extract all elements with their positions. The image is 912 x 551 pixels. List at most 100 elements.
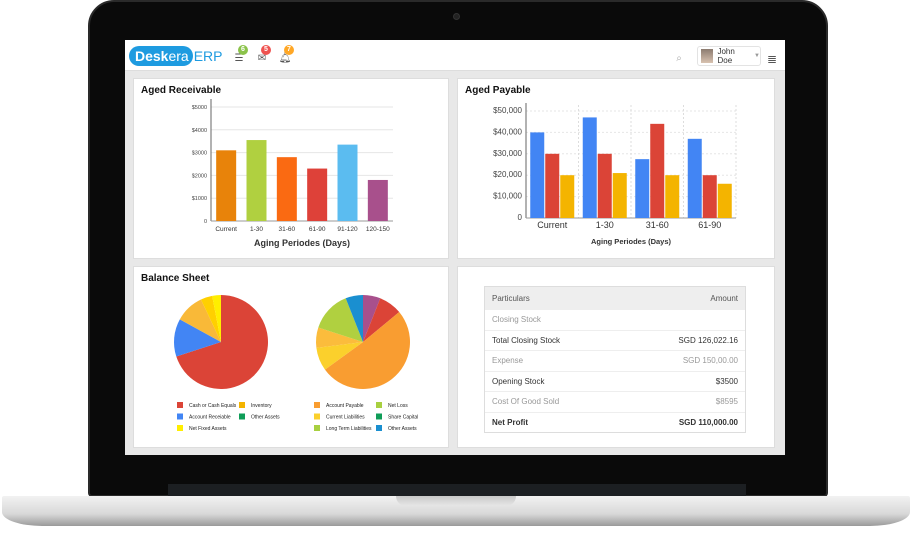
- y-tick-label: $30,000: [493, 149, 522, 158]
- table-row: Total Closing Stock SGD 126,022.16: [485, 329, 745, 351]
- x-tick-label: 31-60: [279, 226, 296, 233]
- x-tick-label: 120-150: [366, 226, 390, 233]
- pie-slice: [324, 312, 410, 389]
- legend-label: Other Assets: [251, 415, 280, 421]
- aged-receivable-panel: Aged Receivable 0 $1000 $2000 $3000 $4000 $50…: [133, 78, 449, 259]
- y-tick-label: $1000: [192, 196, 207, 202]
- pie-slice: [316, 342, 363, 370]
- legend-swatch: [177, 402, 183, 408]
- balance-sheet-charts: Cash or Cash Equals Inventory Account Rece…: [174, 295, 418, 432]
- legend-label: Long Term Liabilities: [326, 426, 372, 432]
- cell-label: Total Closing Stock: [492, 335, 561, 345]
- x-tick-label: 61-90: [698, 220, 721, 230]
- y-tick-label: 0: [204, 219, 207, 225]
- camera: [453, 13, 460, 20]
- y-tick-label: $50,000: [493, 106, 522, 115]
- cell-label: Expense: [492, 356, 524, 366]
- search-icon[interactable]: ⌕: [676, 53, 682, 64]
- bar: [702, 175, 717, 218]
- user-menu[interactable]: John Doe ▼: [697, 46, 761, 66]
- bar: [582, 117, 597, 218]
- bar: [545, 153, 560, 218]
- cell-label: Opening Stock: [492, 376, 545, 386]
- cell-label: Cost Of Good Sold: [492, 397, 560, 407]
- bar: [687, 138, 702, 218]
- cell-amount: $8595: [715, 397, 738, 407]
- screen: Deskera ERP ☰ 6 ✉ 5 🔔︎ 7 ⌕ John Doe ▼ ≣ Aged…: [125, 40, 785, 455]
- pie-slice: [363, 298, 400, 342]
- table-row: Expense SGD 150,00.00: [485, 350, 745, 371]
- legend-swatch: [314, 413, 320, 420]
- panel-title: Aged Receivable: [141, 85, 222, 96]
- pie-slice: [363, 295, 381, 342]
- aged-payable-panel: Aged Payable 0 $10,000 $20,000 $30,000 $40,0…: [457, 78, 775, 259]
- legend-label: Share Capital: [388, 415, 418, 421]
- table-row: Opening Stock $3500: [485, 370, 745, 392]
- table-header: Particulars Amount: [485, 287, 745, 309]
- legend-label: Account Receiable: [189, 415, 231, 421]
- x-tick-label: 1-30: [596, 220, 614, 230]
- legend-swatch: [314, 402, 320, 408]
- bar: [246, 140, 267, 221]
- legend-swatch: [239, 402, 245, 408]
- x-tick-label: 31-60: [646, 220, 669, 230]
- y-tick-label: $3000: [192, 151, 207, 157]
- profit-table: Particulars Amount Closing Stock Total Clo…: [484, 286, 746, 433]
- pie-slice: [345, 295, 363, 342]
- legend-swatch: [177, 413, 183, 420]
- legend-label: Current Liabilities: [326, 415, 365, 421]
- legend-label: Other Assets: [388, 426, 417, 432]
- bar: [307, 168, 328, 221]
- y-tick-label: $2000: [192, 173, 207, 179]
- chevron-down-icon: ▼: [754, 53, 760, 59]
- bell-icon[interactable]: 🔔︎ 7: [278, 45, 294, 66]
- cell-amount: SGD 150,00.00: [682, 356, 738, 366]
- bar: [367, 179, 388, 221]
- legend-label: Account Payable: [326, 403, 364, 409]
- badge: 5: [261, 45, 271, 55]
- y-tick-label: $20,000: [493, 170, 522, 179]
- profit-panel: Particulars Amount Closing Stock Total Clo…: [457, 266, 775, 448]
- bar: [530, 132, 545, 218]
- bar: [665, 175, 680, 218]
- top-bar: Deskera ERP ☰ 6 ✉ 5 🔔︎ 7 ⌕ John Doe ▼ ≣: [125, 40, 785, 71]
- bar: [597, 153, 612, 218]
- bar: [337, 144, 358, 221]
- laptop-hinge: [168, 484, 746, 496]
- cell-label: Closing Stock: [492, 315, 541, 325]
- legend-swatch: [177, 425, 183, 431]
- cell-amount: $3500: [715, 376, 738, 386]
- x-tick-label: Current: [215, 226, 237, 233]
- legend-label: Net Loss: [388, 403, 408, 409]
- legend-swatch: [376, 425, 382, 431]
- x-tick-label: Current: [537, 220, 568, 230]
- menu-icon[interactable]: ≣: [766, 52, 778, 66]
- avatar: [701, 49, 714, 63]
- cell-label: Net Profit: [492, 417, 528, 427]
- legend-swatch: [239, 413, 245, 420]
- legend-swatch: [314, 425, 320, 431]
- y-tick-label: $40,000: [493, 127, 522, 136]
- logo[interactable]: Deskera ERP: [129, 45, 223, 67]
- panel-title: Aged Payable: [465, 85, 531, 96]
- laptop-notch: [396, 496, 516, 506]
- legend-label: Inventory: [251, 403, 272, 409]
- pie-slice: [176, 295, 268, 389]
- y-tick-label: $4000: [192, 128, 207, 134]
- aged-receivable-chart: 0 $1000 $2000 $3000 $4000 $5000 Current 1-30 31-…: [192, 99, 393, 248]
- y-tick-label: $10,000: [493, 192, 522, 201]
- mail-icon[interactable]: ✉ 5: [255, 45, 271, 66]
- pie-slice: [212, 295, 221, 342]
- x-axis-label: Aging Periodes (Days): [591, 237, 672, 246]
- badge: 6: [238, 45, 248, 55]
- legend-swatch: [376, 402, 382, 408]
- list-icon[interactable]: ☰ 6: [232, 45, 248, 66]
- bar: [612, 173, 627, 218]
- pie-slice: [318, 298, 363, 342]
- balance-sheet-panel: Balance Sheet Cash or Cash Equals Invento…: [133, 266, 449, 448]
- aged-payable-chart: 0 $10,000 $20,000 $30,000 $40,000 $50,000 Curr…: [493, 103, 737, 246]
- pie-slice: [179, 299, 221, 342]
- x-tick-label: 91-120: [337, 226, 358, 233]
- legend-swatch: [376, 413, 382, 420]
- panel-title: Balance Sheet: [141, 273, 210, 284]
